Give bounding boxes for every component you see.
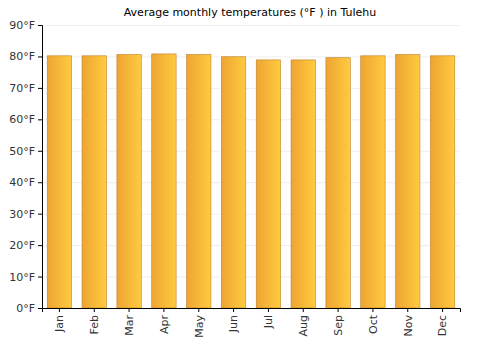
x-tick-mark [198,308,199,312]
y-tick-label: 10°F [9,271,35,284]
bar [152,54,176,308]
y-tick-mark [38,119,42,120]
y-tick-mark [38,277,42,278]
x-tick-label: Sep [332,315,345,336]
x-tick-label: Mar [123,315,136,336]
x-tick: Mar [123,308,136,336]
x-tick-mark [442,308,443,312]
bar [47,56,71,308]
y-tick: 10°F [9,271,42,284]
plot: 0°F 10°F 20°F 30°F 40°F 50°F 60°F 70°F 80°F 90°F J… [9,19,460,338]
bars [47,54,455,308]
y-tick-mark [38,308,42,309]
x-tick-mark [233,308,234,312]
x-tick: Jun [227,308,240,333]
x-tick-label: Apr [158,315,171,335]
y-tick-mark [38,56,42,57]
y-tick-label: 70°F [9,82,35,95]
x-tick-label: Dec [436,315,449,336]
y-tick-mark [38,25,42,26]
x-axis: Jan Feb Mar Apr May Jun Jul Aug Sep Oct Nov Dec [43,308,461,338]
bar [430,56,454,308]
x-tick-mark [94,308,95,312]
bar [396,55,420,308]
x-tick-label: Jan [53,315,66,333]
y-tick-mark [38,151,42,152]
x-tick: Jan [53,308,66,333]
bar [291,60,315,308]
y-tick-label: 80°F [9,50,35,63]
bar [361,56,385,308]
x-tick-label: Aug [297,315,310,336]
y-tick: 70°F [9,82,42,95]
y-tick: 60°F [9,113,42,126]
x-tick-label: Jul [262,315,275,329]
x-tick-mark [268,308,269,312]
x-tick: Nov [402,308,415,336]
y-tick-mark [38,245,42,246]
x-tick-label: Jun [227,315,240,333]
x-tick-mark [372,308,373,312]
y-tick: 30°F [9,208,42,221]
y-tick: 20°F [9,239,42,252]
x-axis-line [43,309,461,313]
x-tick-mark [303,308,304,312]
y-axis-line [38,26,43,309]
x-tick: Dec [436,308,449,336]
y-tick-label: 40°F [9,176,35,189]
bar [256,60,280,308]
y-tick-mark [38,182,42,183]
x-tick-mark [59,308,60,312]
bar [221,57,245,308]
y-tick-label: 50°F [9,145,35,158]
x-tick: Sep [332,308,345,336]
y-tick-label: 0°F [16,302,35,315]
bar [82,56,106,308]
y-tick-mark [38,214,42,215]
y-tick-label: 30°F [9,208,35,221]
grid [42,26,460,309]
y-tick: 90°F [9,19,42,32]
x-tick: Oct [367,308,380,334]
y-tick: 80°F [9,50,42,63]
x-tick-mark [338,308,339,312]
x-tick-mark [407,308,408,312]
x-tick-label: Nov [402,315,415,337]
x-tick: Aug [297,308,310,336]
x-tick-label: Oct [367,314,380,334]
y-tick-label: 20°F [9,239,35,252]
x-tick: Jul [262,308,275,329]
x-tick: Feb [88,308,101,334]
grid-line [42,25,460,26]
x-tick-label: May [193,315,206,338]
y-tick: 0°F [16,302,42,315]
bar [326,58,350,308]
x-tick: Apr [158,308,171,334]
x-tick-mark [163,308,164,312]
x-tick-mark [129,308,130,312]
bar [117,55,141,308]
x-tick: May [193,308,206,338]
y-tick-label: 90°F [9,19,35,32]
title: Average monthly temperatures (°F ) in Tu… [124,6,377,19]
y-tick-mark [38,88,42,89]
y-tick: 40°F [9,176,42,189]
y-axis: 0°F 10°F 20°F 30°F 40°F 50°F 60°F 70°F 80°F 90°F [9,19,42,315]
x-tick-label: Feb [88,315,101,334]
chart: 0°F 10°F 20°F 30°F 40°F 50°F 60°F 70°F 80°F 90°F J… [0,0,500,350]
y-tick: 50°F [9,145,42,158]
bar [187,55,211,308]
y-tick-label: 60°F [9,113,35,126]
